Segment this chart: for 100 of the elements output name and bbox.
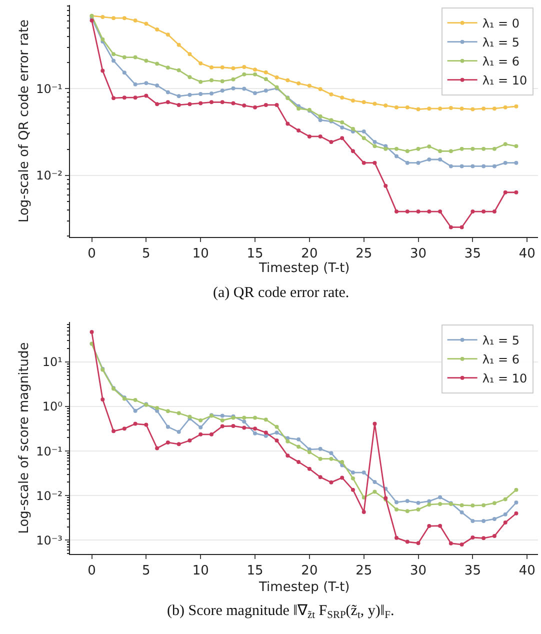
point <box>318 475 322 480</box>
point <box>362 160 366 165</box>
x-tick-label: 10 <box>192 564 209 579</box>
point <box>166 100 170 104</box>
point <box>438 149 442 154</box>
point <box>296 437 301 442</box>
point <box>242 426 246 430</box>
point <box>318 456 322 461</box>
point <box>166 90 170 94</box>
point <box>460 503 464 508</box>
point <box>100 14 105 19</box>
point <box>460 164 464 168</box>
point <box>482 518 486 523</box>
point <box>133 82 138 86</box>
point <box>427 499 432 504</box>
point <box>274 438 279 442</box>
point <box>372 102 377 106</box>
point <box>253 105 258 110</box>
point <box>470 107 475 112</box>
point <box>318 118 322 122</box>
point <box>188 75 192 80</box>
point <box>242 420 246 424</box>
point <box>492 210 496 214</box>
point <box>264 430 268 435</box>
point <box>253 431 258 436</box>
point <box>144 22 148 26</box>
point <box>296 128 301 133</box>
point <box>427 158 432 162</box>
point <box>350 476 355 480</box>
point <box>264 418 268 422</box>
point <box>133 18 138 22</box>
point <box>394 500 399 504</box>
point <box>296 81 301 86</box>
point <box>242 416 246 420</box>
point <box>514 190 518 194</box>
point <box>514 160 518 165</box>
point <box>166 32 170 37</box>
point <box>166 409 170 414</box>
point <box>492 516 496 521</box>
point <box>176 442 181 446</box>
point <box>188 102 192 106</box>
point <box>198 418 203 422</box>
point <box>482 210 486 214</box>
point <box>198 61 203 66</box>
point <box>372 490 377 494</box>
x-axis-title: Timestep (T-t) <box>258 580 350 595</box>
point <box>514 104 518 108</box>
y-tick-label: 10¹ <box>42 355 63 370</box>
point <box>155 28 160 32</box>
point <box>155 406 160 410</box>
point <box>405 105 410 110</box>
point <box>188 92 192 97</box>
point <box>448 164 453 168</box>
point <box>122 16 126 20</box>
x-tick-label: 5 <box>142 246 150 262</box>
y-axis-title: Log-scale of QR code error rate <box>17 19 32 223</box>
point <box>405 210 410 214</box>
point <box>188 52 192 56</box>
point <box>220 100 224 104</box>
point <box>372 144 377 148</box>
point <box>460 106 464 111</box>
point <box>438 524 442 528</box>
legend-label: λ₁ = 6 <box>482 352 520 366</box>
point <box>438 495 442 500</box>
point <box>470 164 475 168</box>
point <box>176 68 181 72</box>
point <box>448 225 453 230</box>
point <box>329 456 334 461</box>
point <box>318 114 322 118</box>
point <box>427 106 432 111</box>
point <box>133 398 138 402</box>
text: (a) QR code error rate. <box>213 285 350 301</box>
point <box>460 510 464 514</box>
point <box>264 70 268 74</box>
point <box>133 422 138 426</box>
point <box>198 92 203 96</box>
point <box>460 225 464 230</box>
point <box>220 79 224 84</box>
point <box>514 511 518 516</box>
point <box>133 96 138 100</box>
point <box>514 500 518 505</box>
point <box>416 107 420 112</box>
point <box>503 520 508 524</box>
point <box>405 540 410 544</box>
y-tick-label: 10⁻² <box>36 488 63 503</box>
point <box>296 460 301 464</box>
x-tick-label: 5 <box>142 564 150 579</box>
point <box>394 507 399 512</box>
point <box>438 210 442 214</box>
point <box>198 432 203 436</box>
x-tick-label: 0 <box>88 246 96 262</box>
point <box>394 146 399 151</box>
point <box>209 92 214 96</box>
point <box>405 149 410 154</box>
legend-label: λ₁ = 6 <box>482 54 520 68</box>
point <box>362 510 366 514</box>
point <box>144 81 148 86</box>
point <box>492 146 496 151</box>
point <box>242 104 246 108</box>
point <box>482 106 486 111</box>
